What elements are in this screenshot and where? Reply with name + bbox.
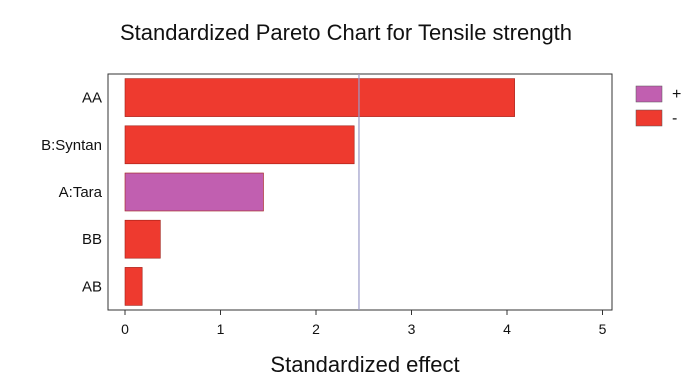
legend: +- xyxy=(635,85,681,127)
bars-group xyxy=(124,78,515,306)
bar-aa xyxy=(124,78,515,117)
plot-frame xyxy=(107,73,613,311)
legend-swatch xyxy=(635,109,663,127)
bar-ab xyxy=(124,267,143,306)
category-label: B:Syntan xyxy=(41,137,102,154)
chart-title: Standardized Pareto Chart for Tensile st… xyxy=(120,20,572,45)
category-label: AA xyxy=(82,90,102,107)
x-tick-label: 5 xyxy=(599,321,607,337)
category-label: A:Tara xyxy=(59,184,103,201)
bar-bb xyxy=(124,219,161,259)
x-tick-label: 0 xyxy=(121,321,129,337)
x-tick-label: 1 xyxy=(217,321,225,337)
category-labels: AA B:Syntan A:Tara BB AB xyxy=(41,90,103,296)
x-axis-label: Standardized effect xyxy=(270,352,459,377)
legend-label: - xyxy=(672,110,677,127)
legend-label: + xyxy=(672,86,681,103)
x-tick-label: 2 xyxy=(312,321,320,337)
category-label: AB xyxy=(82,278,102,295)
x-tick-label: 3 xyxy=(408,321,416,337)
legend-swatch xyxy=(635,85,663,103)
bar-a-tara xyxy=(124,172,264,212)
x-axis-ticks: 0 1 2 3 4 5 xyxy=(121,310,607,337)
bar-b-syntan xyxy=(124,125,355,165)
category-label: BB xyxy=(82,231,102,248)
x-tick-label: 4 xyxy=(503,321,511,337)
